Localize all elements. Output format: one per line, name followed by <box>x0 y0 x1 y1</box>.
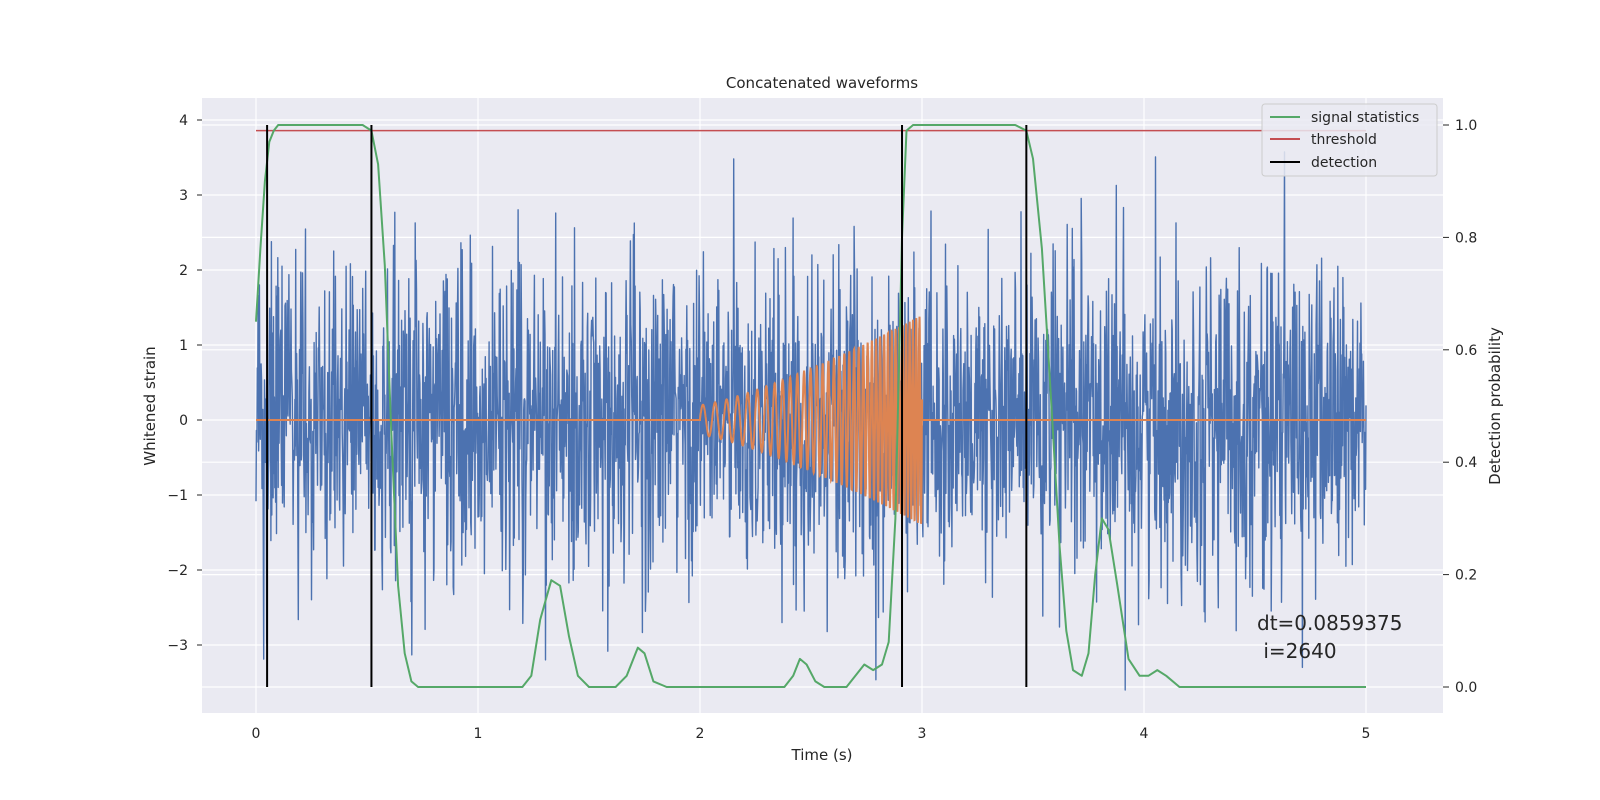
y-tick-label: 0 <box>179 413 188 429</box>
y-tick-label: −3 <box>167 638 188 654</box>
y-tick-label: −1 <box>167 488 188 504</box>
annotation-i: i=2640 <box>1257 639 1337 663</box>
legend-label-threshold: threshold <box>1311 132 1377 148</box>
legend-label-detection: detection <box>1311 155 1377 171</box>
y2-tick-label: 0.2 <box>1455 568 1477 584</box>
x-tick-label: 5 <box>1362 726 1371 742</box>
noise-line <box>255 151 1367 691</box>
legend-box <box>1261 103 1438 177</box>
y-tick-label: 1 <box>179 338 188 354</box>
y-tick-label: 2 <box>179 263 188 279</box>
x-tick-label: 4 <box>1140 726 1149 742</box>
x-tick-label: 3 <box>918 726 927 742</box>
x-tick-label: 2 <box>696 726 705 742</box>
data-layer <box>255 124 1367 691</box>
legend: signal statistics threshold detection <box>1261 103 1438 177</box>
x-tick-label: 1 <box>474 726 483 742</box>
chart-title: Concatenated waveforms <box>726 74 918 92</box>
y-tick-label: 4 <box>179 113 188 129</box>
y-tick-label: −2 <box>167 563 188 579</box>
y2-tick-label: 1.0 <box>1455 118 1477 134</box>
y-axis-label: Whitened strain <box>141 346 159 465</box>
y2-tick-label: 0.4 <box>1455 455 1477 471</box>
y-tick-label: 3 <box>179 188 188 204</box>
y2-tick-label: 0.6 <box>1455 343 1477 359</box>
legend-label-signal-statistics: signal statistics <box>1311 110 1419 126</box>
signal-statistics-line <box>255 124 1366 688</box>
x-tick-label: 0 <box>252 726 261 742</box>
y2-axis-label: Detection probability <box>1486 327 1504 485</box>
x-axis-label: Time (s) <box>791 746 853 764</box>
injection-line <box>256 316 1366 524</box>
y2-tick-label: 0.0 <box>1455 680 1477 696</box>
y2-tick-label: 0.8 <box>1455 230 1477 246</box>
ticks: 0 1 2 3 4 5 4 3 2 1 0 −1 −2 −3 1.0 0.8 0.6 0.4 0.2 0.0 <box>167 113 1477 742</box>
annotation-dt: dt=0.0859375 <box>1257 611 1402 635</box>
